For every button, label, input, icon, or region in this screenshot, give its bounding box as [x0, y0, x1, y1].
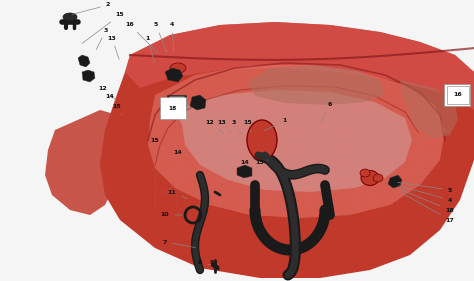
Text: 4: 4 — [399, 186, 452, 203]
Text: 14: 14 — [106, 94, 118, 106]
Text: 15: 15 — [244, 119, 252, 132]
Polygon shape — [388, 175, 402, 188]
Polygon shape — [82, 70, 95, 82]
Text: 17: 17 — [402, 193, 455, 223]
Ellipse shape — [63, 13, 77, 21]
Ellipse shape — [360, 169, 370, 177]
Text: 18: 18 — [172, 99, 181, 104]
Text: 15: 15 — [151, 137, 165, 148]
Text: 16: 16 — [126, 22, 158, 53]
Text: 10: 10 — [161, 212, 182, 217]
Text: 7: 7 — [163, 239, 195, 248]
Polygon shape — [45, 110, 125, 215]
Polygon shape — [165, 68, 183, 82]
Text: 9: 9 — [210, 260, 220, 268]
Text: 16: 16 — [442, 92, 462, 104]
Polygon shape — [175, 90, 412, 192]
Polygon shape — [400, 80, 458, 138]
Text: 16: 16 — [453, 92, 461, 98]
Polygon shape — [248, 65, 385, 105]
Text: 18: 18 — [400, 189, 455, 212]
Text: 5: 5 — [154, 22, 167, 53]
Ellipse shape — [247, 120, 277, 160]
Text: 12: 12 — [206, 119, 223, 133]
Text: 15: 15 — [113, 103, 122, 115]
Text: 6: 6 — [321, 103, 332, 123]
Text: 13: 13 — [218, 119, 230, 133]
Text: 15: 15 — [82, 12, 124, 43]
Text: 12: 12 — [99, 85, 116, 100]
Polygon shape — [100, 22, 474, 278]
Text: 1: 1 — [264, 117, 287, 131]
Text: 18: 18 — [169, 105, 177, 110]
Polygon shape — [125, 22, 474, 110]
FancyBboxPatch shape — [169, 96, 184, 107]
Text: 14: 14 — [241, 160, 255, 164]
Ellipse shape — [373, 174, 383, 182]
Polygon shape — [78, 55, 90, 67]
Polygon shape — [190, 95, 206, 110]
FancyBboxPatch shape — [167, 94, 186, 110]
Text: 11: 11 — [168, 189, 187, 199]
Polygon shape — [237, 165, 252, 178]
Text: 15: 15 — [255, 160, 268, 164]
Ellipse shape — [361, 171, 379, 185]
Text: 13: 13 — [108, 35, 119, 59]
Text: 3: 3 — [96, 28, 108, 49]
Polygon shape — [148, 65, 445, 218]
Text: 2: 2 — [73, 3, 110, 14]
Text: 8: 8 — [198, 260, 210, 266]
Text: 14: 14 — [173, 149, 188, 155]
Text: 4: 4 — [170, 22, 174, 52]
Text: 3: 3 — [232, 119, 240, 133]
Text: 5: 5 — [398, 182, 452, 192]
Text: 1: 1 — [146, 35, 155, 62]
Ellipse shape — [170, 63, 186, 73]
